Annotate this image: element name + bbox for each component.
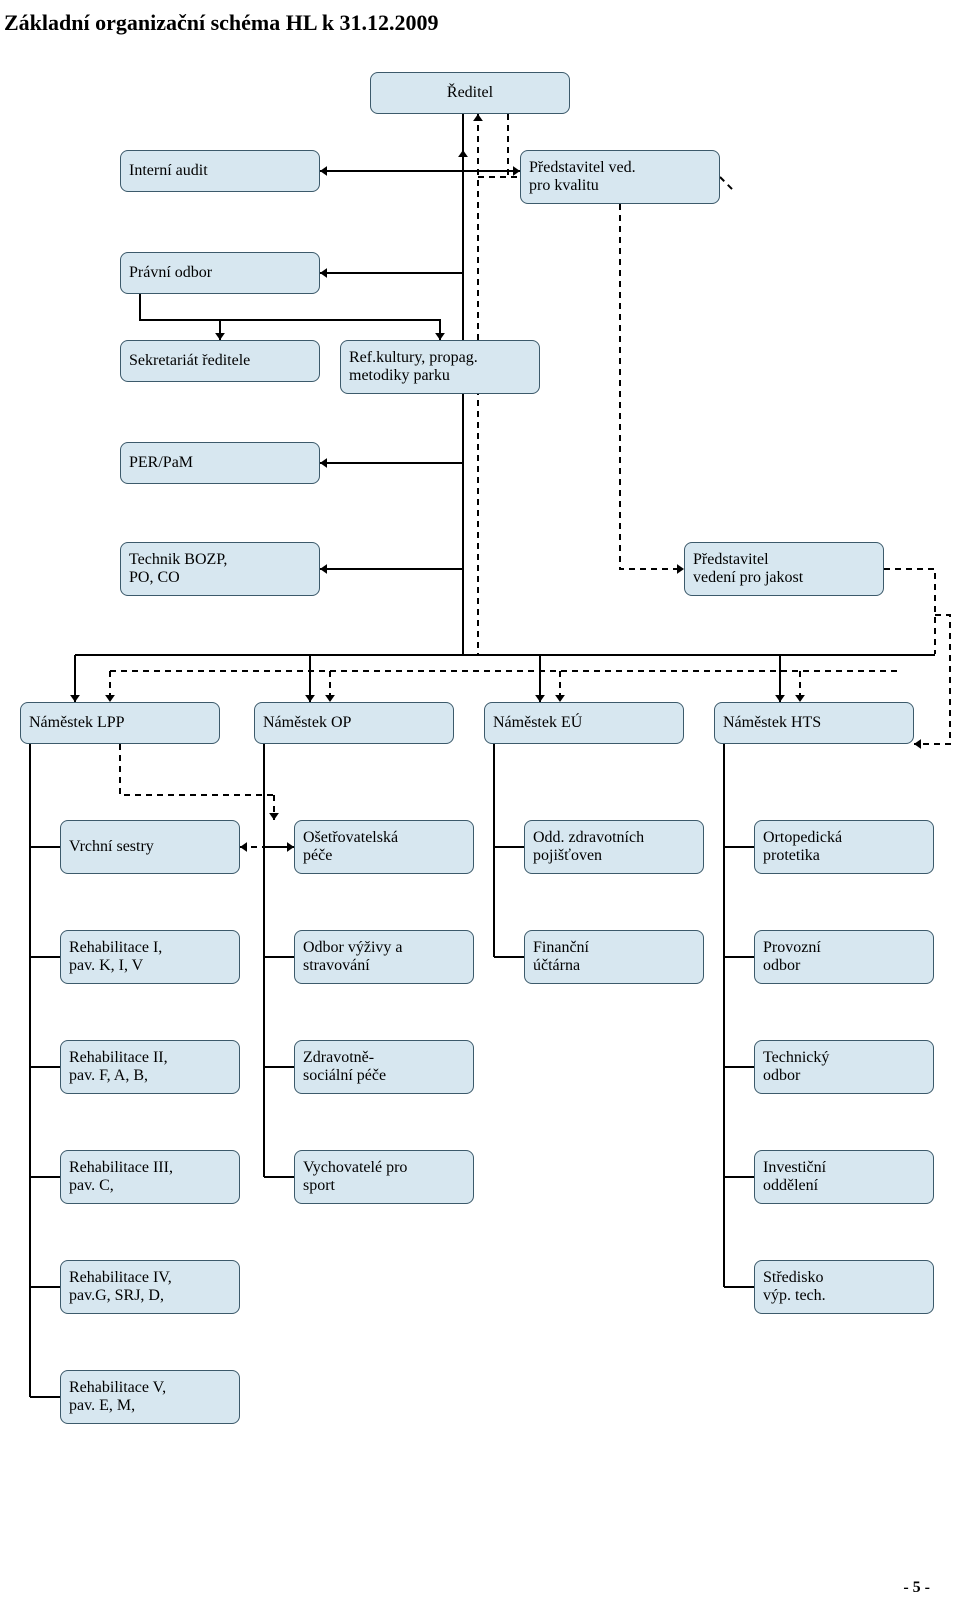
node-nhts: Náměstek HTS (714, 702, 914, 744)
node-label: Provozníodbor (763, 939, 821, 976)
node-label: Střediskovýp. tech. (763, 1269, 826, 1306)
node-rehabI: Rehabilitace I,pav. K, I, V (60, 930, 240, 984)
node-nlpp: Náměstek LPP (20, 702, 220, 744)
node-label: Investičníoddělení (763, 1159, 826, 1196)
node-rehabV: Rehabilitace V,pav. E, M, (60, 1370, 240, 1424)
node-investicni: Investičníoddělení (754, 1150, 934, 1204)
node-label: Interní audit (129, 162, 208, 180)
node-label: Zdravotně-sociální péče (303, 1049, 386, 1086)
node-label: Technik BOZP,PO, CO (129, 551, 227, 588)
node-label: Technickýodbor (763, 1049, 829, 1086)
node-rehabIII: Rehabilitace III,pav. C, (60, 1150, 240, 1204)
node-label: Představitel ved.pro kvalitu (529, 159, 636, 196)
node-label: Právní odbor (129, 264, 212, 282)
node-vrchni: Vrchní sestry (60, 820, 240, 874)
org-chart-page: Základní organizační schéma HL k 31.12.2… (0, 0, 960, 1613)
node-label: Odbor výživy astravování (303, 939, 403, 976)
node-label: Odd. zdravotníchpojišťoven (533, 829, 644, 866)
page-title: Základní organizační schéma HL k 31.12.2… (4, 10, 439, 36)
node-provozni: Provozníodbor (754, 930, 934, 984)
node-kultura: Ref.kultury, propag.metodiky parku (340, 340, 540, 394)
node-label: Ošetřovatelskápéče (303, 829, 398, 866)
node-predstavitel: Představitel ved.pro kvalitu (520, 150, 720, 204)
node-finuct: Finančníúčtárna (524, 930, 704, 984)
node-label: Vychovatelé prosport (303, 1159, 407, 1196)
node-label: Finančníúčtárna (533, 939, 589, 976)
node-reditel: Ředitel (370, 72, 570, 114)
node-label: Náměstek OP (263, 714, 351, 732)
node-label: Rehabilitace I,pav. K, I, V (69, 939, 162, 976)
node-perpam: PER/PaM (120, 442, 320, 484)
node-label: Rehabilitace II,pav. F, A, B, (69, 1049, 168, 1086)
node-label: Ředitel (447, 84, 493, 102)
node-zdravpoj: Odd. zdravotníchpojišťoven (524, 820, 704, 874)
node-bozp: Technik BOZP,PO, CO (120, 542, 320, 596)
node-audit: Interní audit (120, 150, 320, 192)
node-jakost: Představitelvedení pro jakost (684, 542, 884, 596)
node-label: Rehabilitace III,pav. C, (69, 1159, 173, 1196)
node-label: Rehabilitace IV,pav.G, SRJ, D, (69, 1269, 172, 1306)
node-label: Náměstek EÚ (493, 714, 582, 732)
page-footer: - 5 - (903, 1579, 930, 1597)
node-technicky: Technickýodbor (754, 1040, 934, 1094)
node-rehabIV: Rehabilitace IV,pav.G, SRJ, D, (60, 1260, 240, 1314)
node-osetrov: Ošetřovatelskápéče (294, 820, 474, 874)
node-label: Sekretariát ředitele (129, 352, 250, 370)
node-pravni: Právní odbor (120, 252, 320, 294)
node-orto: Ortopedickáprotetika (754, 820, 934, 874)
node-label: Ortopedickáprotetika (763, 829, 842, 866)
node-label: Ref.kultury, propag.metodiky parku (349, 349, 478, 386)
node-label: Náměstek LPP (29, 714, 125, 732)
node-label: Rehabilitace V,pav. E, M, (69, 1379, 166, 1416)
node-neu: Náměstek EÚ (484, 702, 684, 744)
node-stredisko: Střediskovýp. tech. (754, 1260, 934, 1314)
node-label: Náměstek HTS (723, 714, 821, 732)
node-zdravsoc: Zdravotně-sociální péče (294, 1040, 474, 1094)
node-odborvyz: Odbor výživy astravování (294, 930, 474, 984)
node-label: Vrchní sestry (69, 838, 154, 856)
node-vychov: Vychovatelé prosport (294, 1150, 474, 1204)
node-label: PER/PaM (129, 454, 193, 472)
node-rehabII: Rehabilitace II,pav. F, A, B, (60, 1040, 240, 1094)
node-label: Představitelvedení pro jakost (693, 551, 803, 588)
node-sekretar: Sekretariát ředitele (120, 340, 320, 382)
node-nop: Náměstek OP (254, 702, 454, 744)
